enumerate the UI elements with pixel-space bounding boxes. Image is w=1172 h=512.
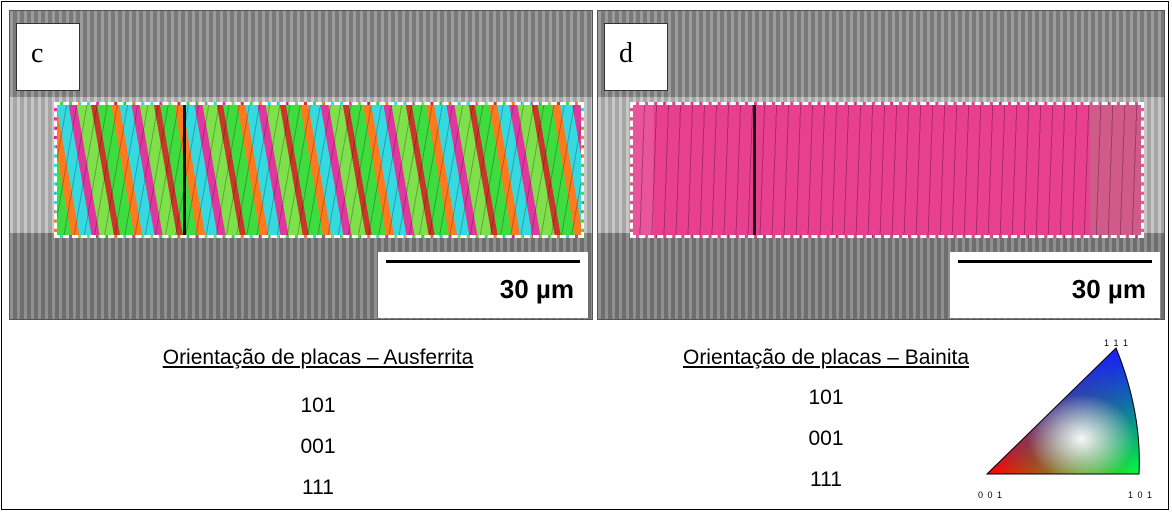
caption-text: Orientação de placas – Ausferrita — [163, 346, 474, 369]
scale-box: 30 µm — [378, 252, 588, 318]
micrograph: c 30 µm — [9, 10, 593, 320]
orientation: 111 — [278, 476, 358, 500]
scale-box: 30 µm — [950, 252, 1160, 318]
caption: Orientação de placas – Ausferrita — [108, 346, 528, 370]
ipf-legend — [982, 342, 1152, 487]
scale-label: 30 µm — [500, 274, 574, 305]
ipf-label: 1 0 1 — [1128, 490, 1153, 500]
ebsd-map — [54, 102, 584, 238]
orientation: 101 — [786, 386, 866, 410]
caption: Orientação de placas – Bainita — [626, 346, 1026, 370]
orientation: 111 — [786, 468, 866, 492]
panel-label: c — [16, 23, 80, 91]
orientation: 001 — [278, 435, 358, 459]
ebsd-map — [630, 102, 1144, 238]
ipf-label: 0 0 1 — [978, 490, 1003, 500]
caption-text: Orientação de placas – Bainita — [683, 346, 969, 369]
ipf-outline — [987, 348, 1139, 474]
panel-label: d — [604, 23, 668, 91]
orientation: 101 — [278, 394, 358, 418]
scale-label: 30 µm — [1072, 274, 1146, 305]
marker-line — [753, 105, 756, 235]
figure: c 30 µm d 30 µm Orientação de placas – A… — [1, 1, 1169, 510]
scale-bar — [386, 260, 580, 263]
marker-line — [183, 105, 186, 235]
scale-bar — [958, 260, 1152, 263]
ipf-label: 1 1 1 — [1104, 338, 1129, 348]
orientation: 001 — [786, 427, 866, 451]
micrograph: d 30 µm — [597, 10, 1165, 320]
